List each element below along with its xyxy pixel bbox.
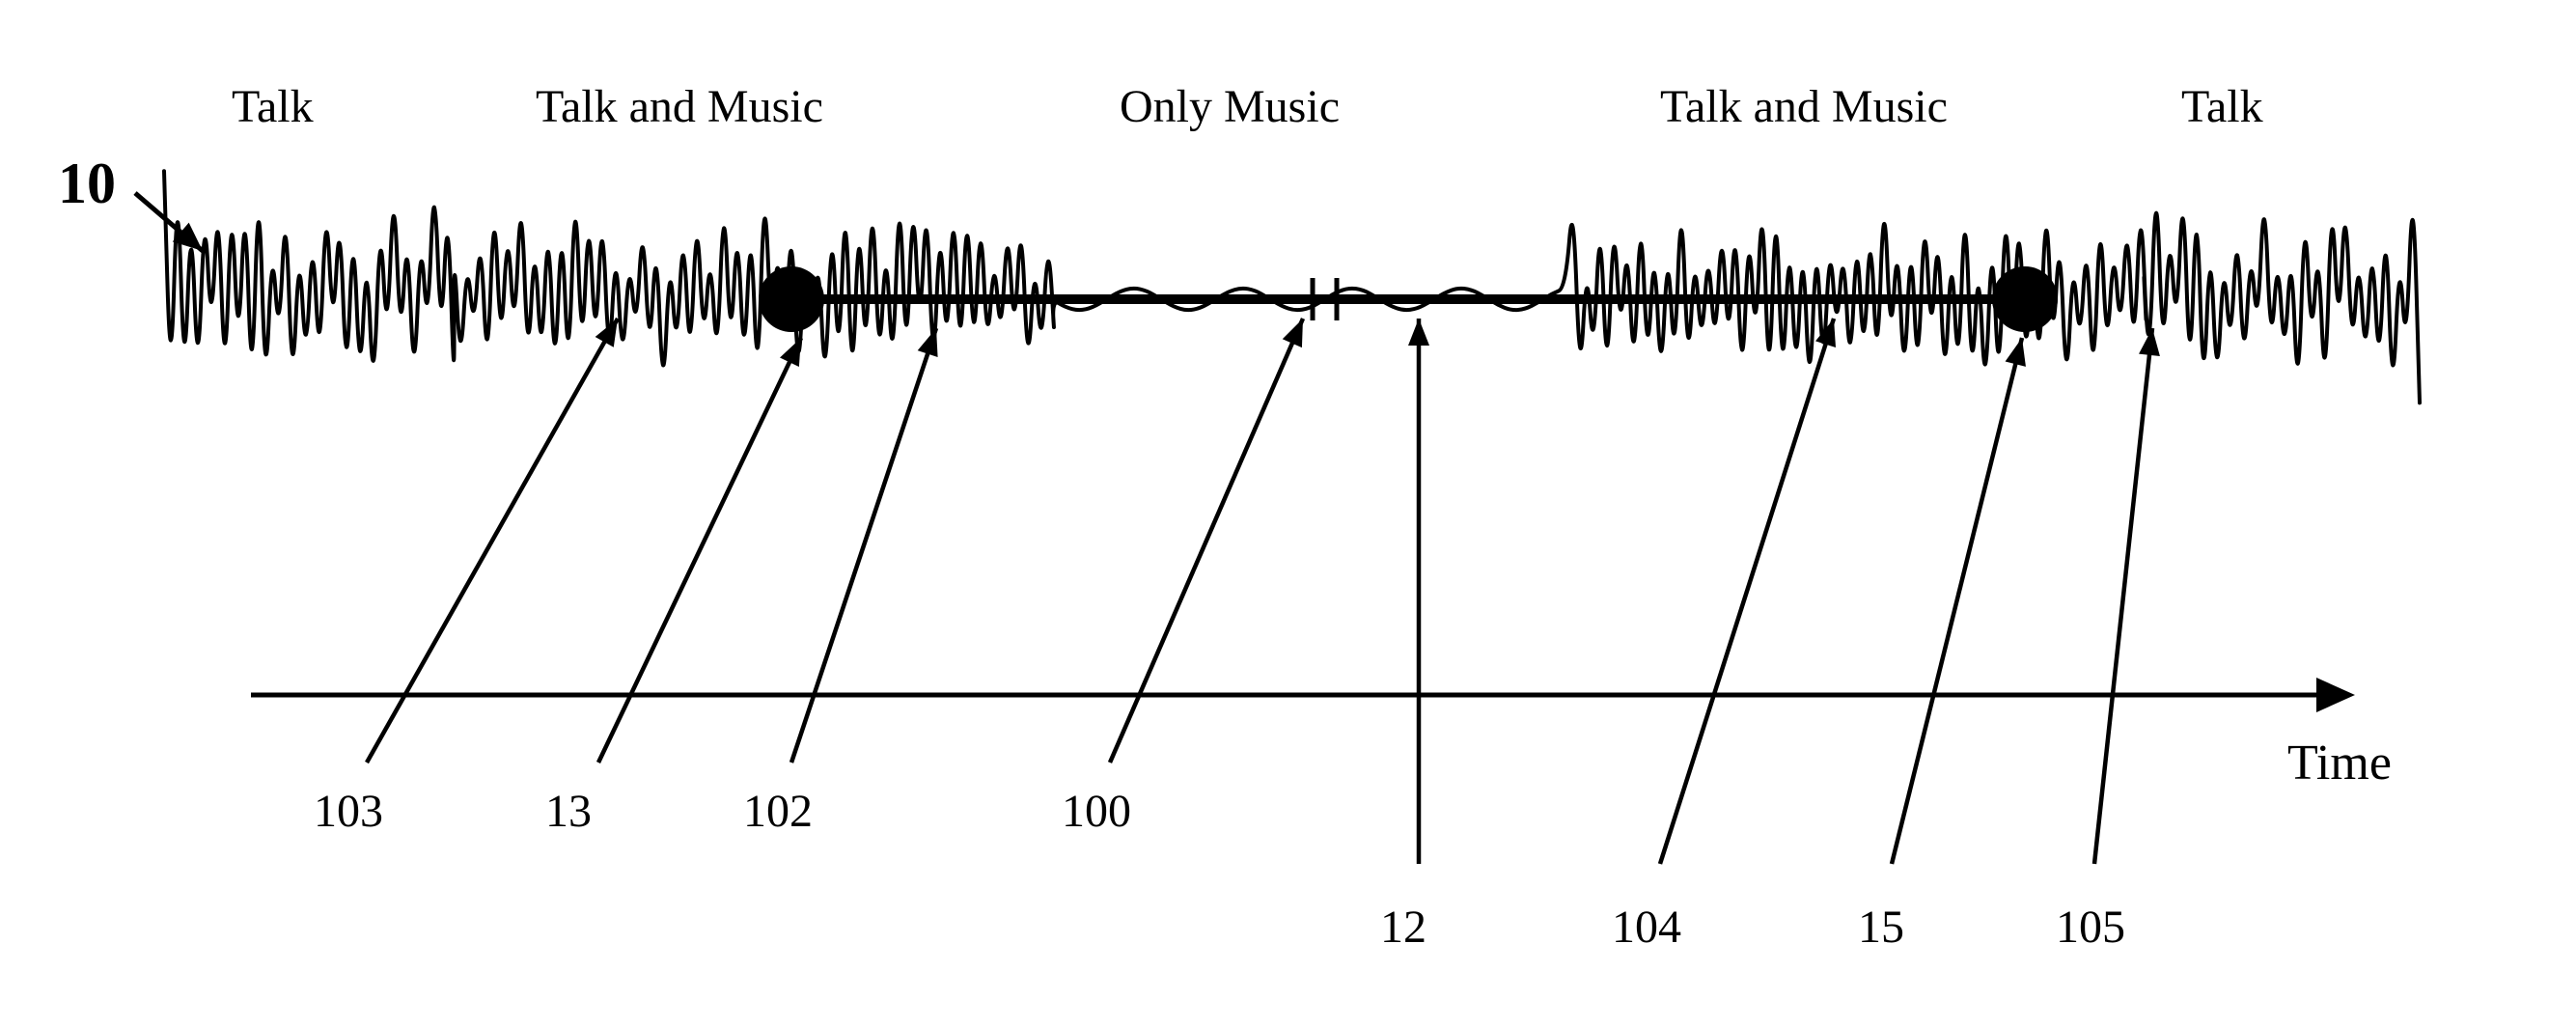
region-label-4: Talk [2181, 80, 2263, 133]
pointer-label-103: 103 [314, 785, 383, 838]
time-axis-label: Time [2287, 735, 2392, 791]
pointer-label-12: 12 [1380, 901, 1426, 954]
pointer-label-13: 13 [545, 785, 592, 838]
region-label-2: Only Music [1120, 80, 1340, 133]
pointer-line-15 [1892, 338, 2022, 864]
waveform [164, 171, 2420, 402]
pointer-line-13 [598, 338, 801, 763]
time-axis-arrowhead [2316, 678, 2355, 712]
pointer-label-105: 105 [2056, 901, 2125, 954]
diagram-svg [0, 0, 2576, 1027]
pointer-head-100 [1283, 319, 1303, 347]
marker-dot-start [759, 266, 824, 332]
region-label-3: Talk and Music [1660, 80, 1948, 133]
pointer-line-104 [1660, 319, 1834, 864]
pointer-label-104: 104 [1612, 901, 1681, 954]
pointer-head-12 [1408, 319, 1429, 346]
pointer-label-100: 100 [1062, 785, 1131, 838]
pointer-head-102 [918, 328, 938, 357]
pointer-line-105 [2094, 328, 2152, 864]
pointer-label-102: 102 [743, 785, 813, 838]
pointer-label-15: 15 [1858, 901, 1904, 954]
pointer-head-13 [780, 338, 801, 367]
region-label-1: Talk and Music [536, 80, 823, 133]
ref-10-label: 10 [58, 151, 116, 217]
marker-dot-end [1992, 266, 2058, 332]
region-label-0: Talk [232, 80, 314, 133]
